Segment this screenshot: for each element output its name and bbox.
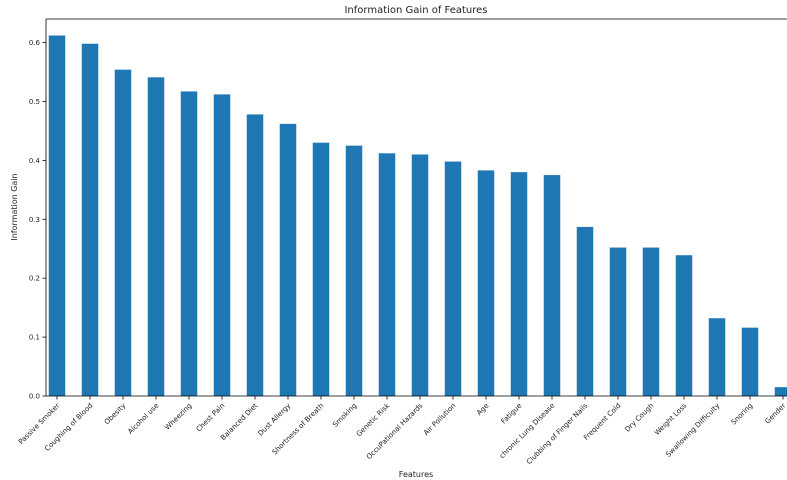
bar: [312, 142, 330, 396]
bars: [48, 35, 787, 397]
y-axis: 0.0 0.1 0.2 0.3 0.4 0.5 0.6: [29, 39, 46, 401]
x-tick-label: Dry Cough: [624, 402, 656, 434]
bar: [510, 172, 528, 396]
bar: [246, 114, 264, 396]
bar: [180, 91, 198, 397]
bar: [411, 154, 429, 396]
x-tick-label: OccuPational Hazards: [365, 402, 425, 462]
x-tick-label: Smoking: [331, 402, 358, 429]
y-axis-label: Information Gain: [10, 173, 19, 240]
bar: [444, 161, 462, 396]
bar: [345, 145, 363, 396]
x-tick-label: Obesity: [103, 402, 128, 427]
bar: [279, 123, 297, 397]
y-tick-label: 0.5: [29, 98, 40, 106]
x-tick-label: Alcohol use: [126, 402, 160, 436]
x-tick-label: Gender: [764, 402, 787, 426]
bar: [609, 247, 627, 396]
bar: [114, 69, 132, 397]
bar: [642, 247, 660, 396]
x-tick-label: Chest Pain: [195, 402, 227, 434]
x-tick-label: Weight Loss: [653, 402, 689, 438]
bar: [543, 175, 561, 396]
x-tick-label: chronic Lung Disease: [498, 402, 556, 460]
y-tick-label: 0.1: [29, 334, 40, 342]
bar: [708, 318, 726, 396]
x-tick-label: Air Pollution: [422, 402, 457, 437]
chart-title: Information Gain of Features: [344, 5, 487, 16]
x-tick-label: Fatigue: [500, 402, 524, 426]
bar: [675, 255, 693, 396]
y-tick-label: 0.6: [29, 39, 41, 47]
bar: [774, 387, 787, 396]
x-tick-label: Age: [475, 402, 490, 417]
bar: [147, 77, 165, 396]
x-tick-label: Snoring: [730, 402, 755, 427]
x-tick-label: Clubbing of Finger Nails: [525, 402, 590, 467]
y-tick-label: 0.3: [29, 216, 40, 224]
y-tick-label: 0.2: [29, 275, 40, 283]
bar: [213, 94, 231, 397]
bar: [48, 35, 66, 397]
bar: [741, 327, 759, 396]
bar: [378, 153, 396, 396]
bar: [477, 170, 495, 396]
bar: [576, 226, 594, 396]
x-tick-label: Dust Allergy: [257, 402, 293, 438]
y-tick-label: 0.4: [29, 157, 41, 165]
y-tick-label: 0.0: [29, 393, 40, 401]
x-tick-label: Wheezing: [163, 402, 193, 432]
x-axis-label: Features: [399, 470, 433, 479]
bar: [81, 43, 99, 396]
